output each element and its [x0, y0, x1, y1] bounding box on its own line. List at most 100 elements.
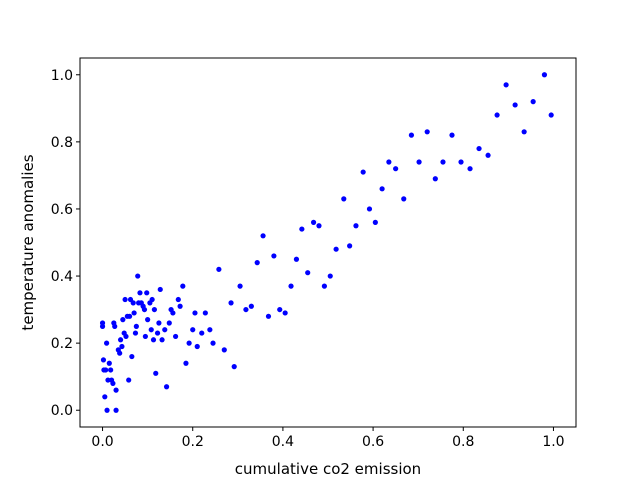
- data-point: [151, 306, 157, 313]
- data-point: [467, 166, 473, 172]
- data-point: [135, 273, 141, 279]
- data-point: [424, 129, 430, 135]
- y-tick-label: 0.0: [51, 403, 73, 419]
- data-point: [282, 310, 288, 316]
- data-point: [449, 132, 455, 138]
- data-point: [102, 394, 108, 400]
- data-point: [521, 129, 527, 135]
- data-point: [99, 320, 106, 326]
- x-tick-label: 0.0: [91, 434, 113, 450]
- ticks-layer: 0.0 0.2 0.4 0.6 0.8 1.0 0.0 0.2 0.4 0.6 0.8 1.0: [51, 68, 565, 450]
- data-point: [113, 407, 119, 413]
- data-point: [180, 283, 186, 289]
- data-point: [190, 327, 196, 333]
- x-tick-label: 1.0: [542, 434, 564, 450]
- data-point: [132, 330, 139, 336]
- data-point: [112, 323, 118, 329]
- data-point: [120, 317, 126, 323]
- data-point: [175, 296, 181, 303]
- data-point: [288, 283, 294, 289]
- data-point: [310, 219, 317, 225]
- data-point: [293, 256, 300, 262]
- data-point: [366, 206, 373, 212]
- data-point: [432, 176, 438, 182]
- data-point: [347, 243, 353, 249]
- data-point: [119, 343, 125, 350]
- data-point: [216, 266, 222, 272]
- data-point: [530, 99, 536, 105]
- data-point: [172, 333, 179, 340]
- data-point: [194, 343, 200, 350]
- data-point: [122, 296, 128, 303]
- data-point: [440, 159, 446, 165]
- data-point: [170, 310, 176, 316]
- data-point: [153, 370, 159, 376]
- data-point: [327, 273, 333, 279]
- data-point: [117, 337, 124, 343]
- x-tick-label: 0.4: [272, 434, 294, 450]
- data-point: [271, 253, 277, 259]
- data-point: [127, 313, 133, 319]
- data-point: [305, 270, 311, 276]
- data-point: [341, 196, 347, 202]
- data-point: [131, 310, 137, 316]
- data-point: [353, 223, 359, 229]
- data-point: [129, 353, 135, 360]
- data-point: [316, 223, 322, 229]
- data-point: [137, 290, 143, 296]
- data-point: [199, 330, 205, 336]
- data-point: [113, 387, 119, 393]
- data-point: [117, 350, 123, 356]
- data-point: [142, 333, 148, 340]
- data-point: [133, 323, 139, 329]
- data-point: [103, 367, 109, 373]
- data-point: [110, 380, 116, 386]
- data-point: [210, 340, 216, 346]
- y-axis-title: temperature anomalies: [19, 154, 37, 330]
- x-tick-label: 0.6: [362, 434, 384, 450]
- data-point: [494, 112, 500, 118]
- data-point: [221, 347, 227, 353]
- data-point: [207, 327, 213, 333]
- data-point: [408, 132, 415, 138]
- data-point: [248, 303, 254, 309]
- data-point: [360, 169, 366, 175]
- data-point: [105, 377, 111, 383]
- data-point: [108, 367, 114, 373]
- data-point: [144, 290, 150, 296]
- data-point: [541, 72, 548, 78]
- data-point: [166, 320, 172, 326]
- data-point: [299, 226, 305, 232]
- data-point: [156, 320, 162, 326]
- data-point: [333, 246, 339, 252]
- data-point: [106, 360, 112, 366]
- data-point: [243, 306, 249, 313]
- data-point: [130, 300, 136, 306]
- data-point: [202, 310, 208, 316]
- data-point: [177, 303, 183, 309]
- data-point: [231, 364, 237, 370]
- data-point: [548, 112, 554, 118]
- data-point: [100, 357, 107, 363]
- x-axis-title: cumulative co2 emission: [235, 460, 421, 478]
- data-point: [150, 337, 157, 343]
- y-tick-label: 0.6: [51, 202, 73, 218]
- data-point: [163, 384, 170, 390]
- data-point: [141, 306, 148, 313]
- data-point: [192, 310, 198, 316]
- data-point: [379, 186, 385, 192]
- data-point: [476, 145, 482, 152]
- x-tick-label: 0.2: [182, 434, 204, 450]
- data-point: [386, 159, 392, 165]
- data-point: [148, 327, 154, 333]
- y-tick-label: 0.2: [51, 336, 73, 352]
- data-point: [183, 360, 189, 366]
- data-point: [186, 340, 192, 346]
- data-point: [512, 102, 518, 108]
- data-point: [458, 159, 464, 165]
- data-point: [123, 333, 129, 340]
- data-point: [126, 377, 132, 383]
- data-point: [145, 317, 151, 323]
